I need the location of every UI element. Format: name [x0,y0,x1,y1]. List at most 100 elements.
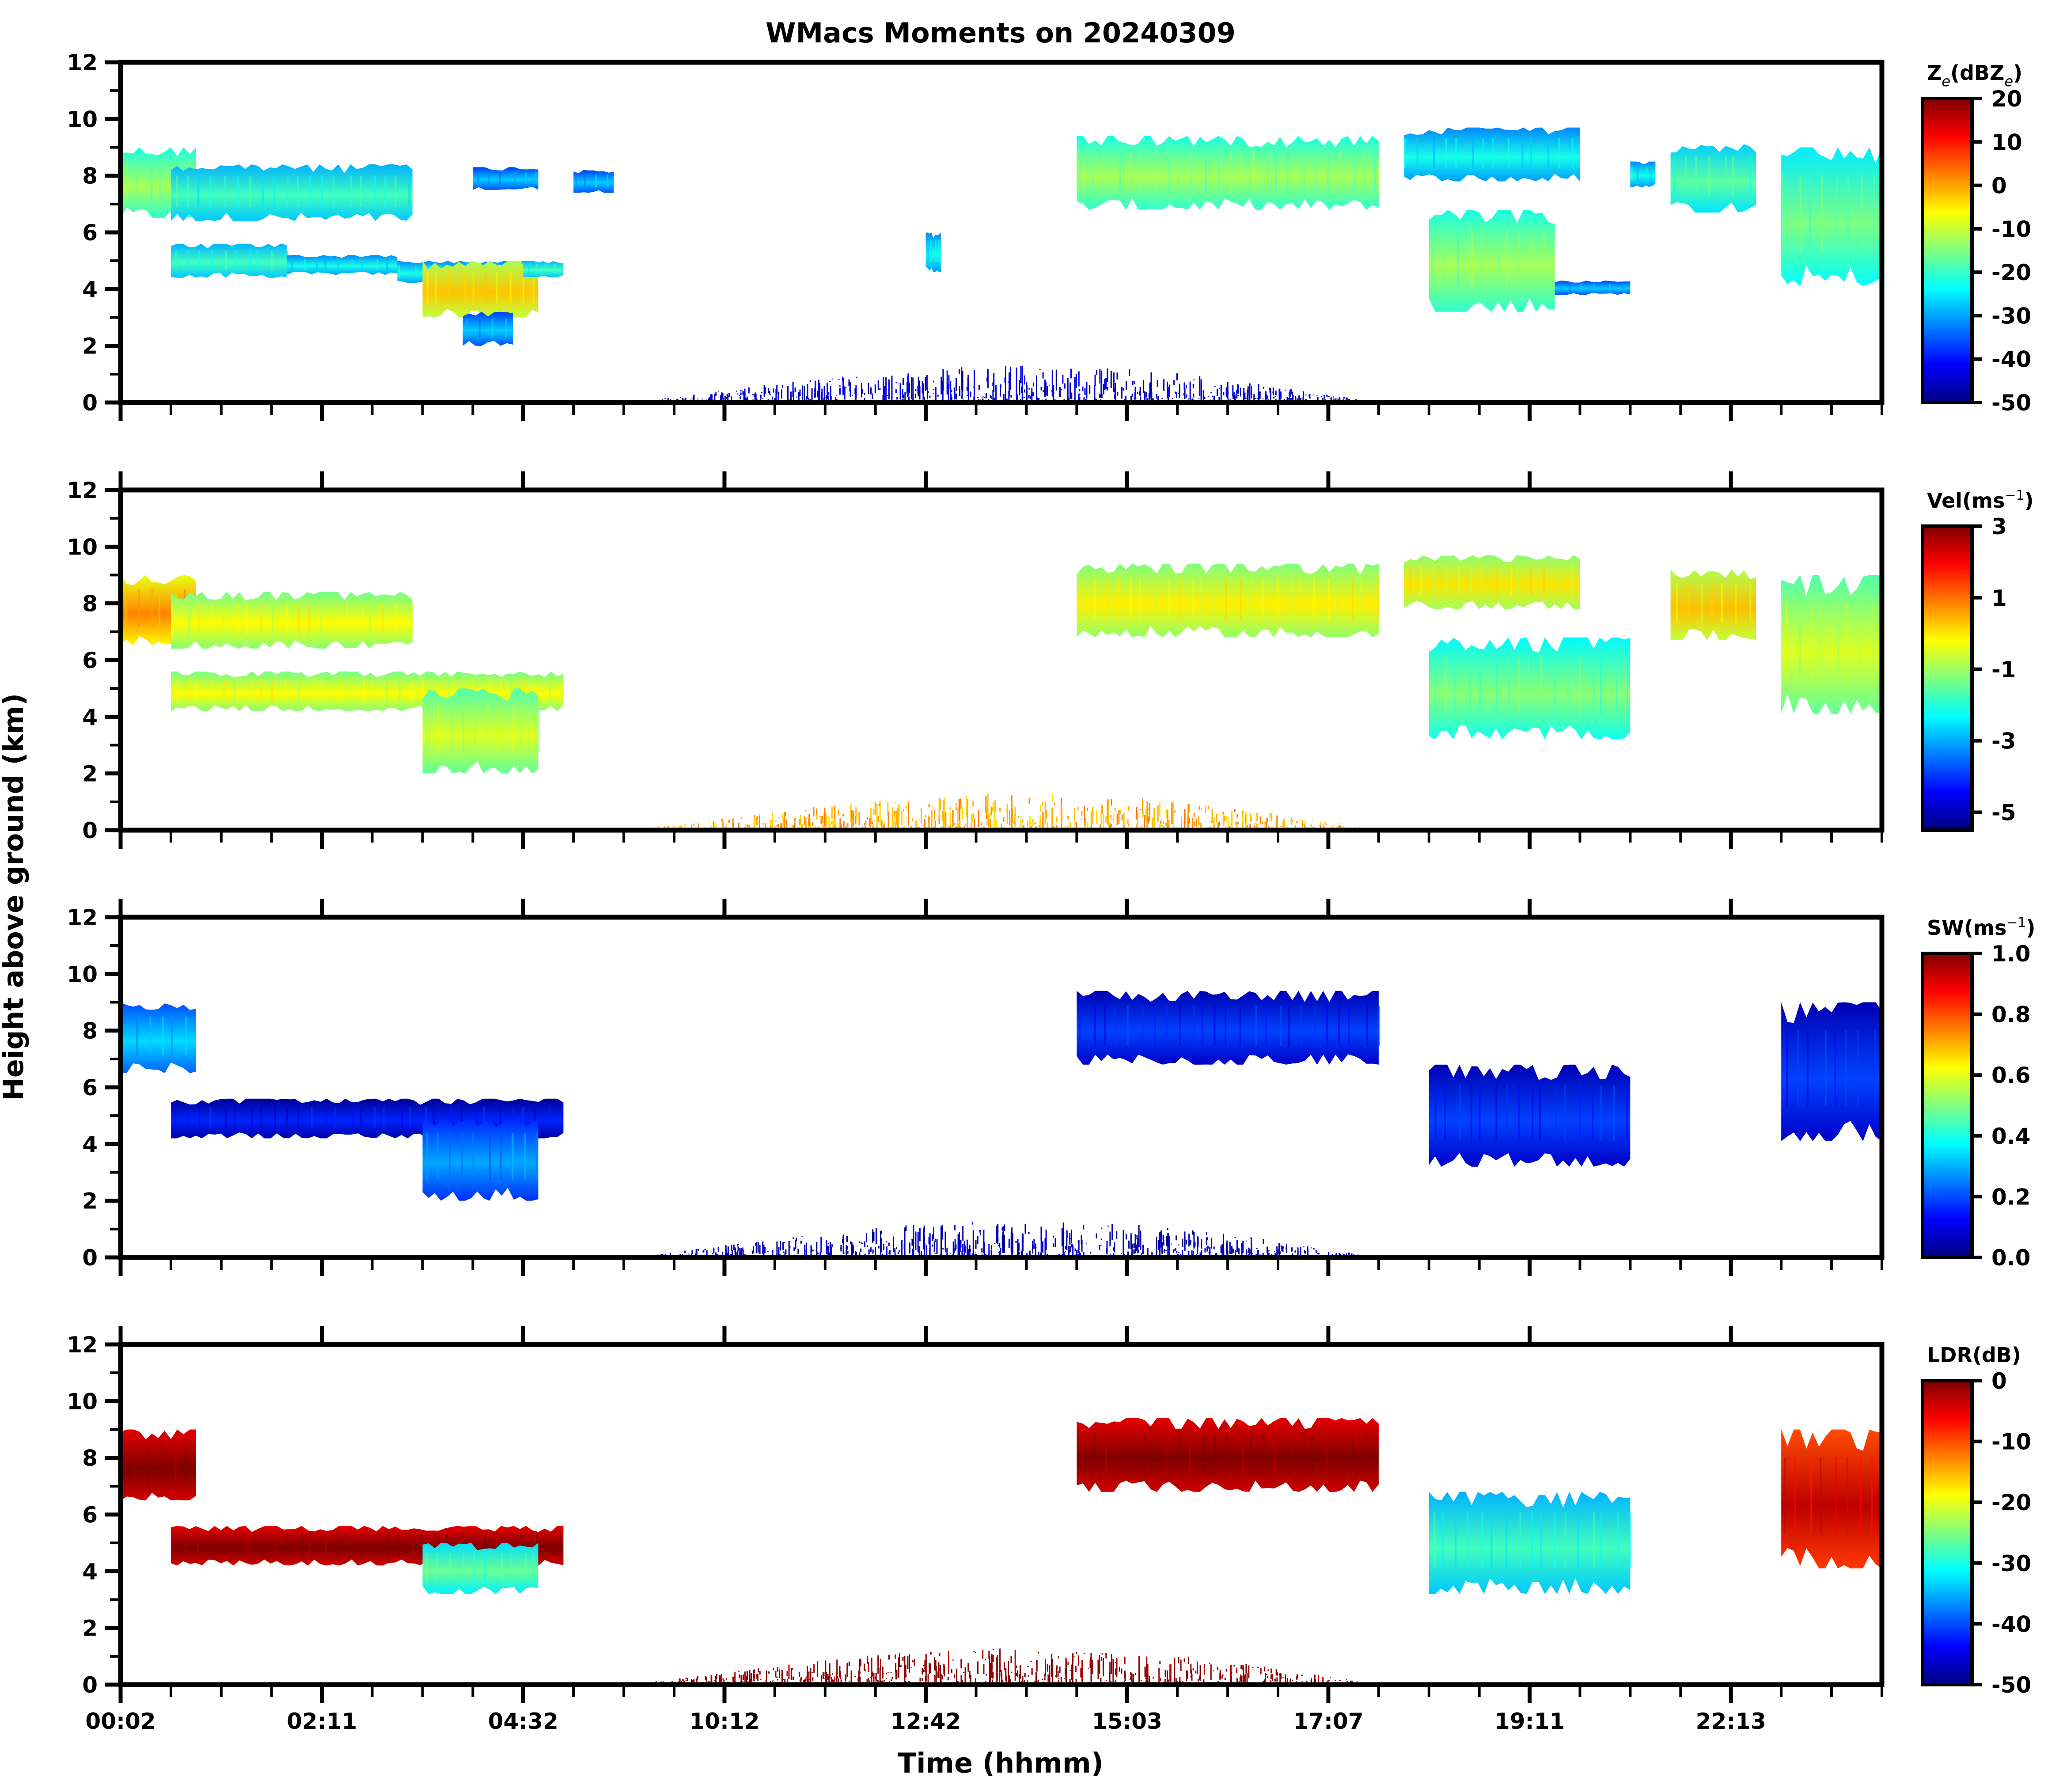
clutter-mark [744,1675,746,1682]
clutter-mark [1128,824,1130,827]
echo-streak [1377,578,1380,619]
clutter-mark [1259,391,1261,393]
clutter-mark [774,398,776,401]
echo-streak [211,251,213,270]
clutter-mark [1034,822,1036,824]
clutter-mark [1069,1233,1071,1245]
clutter-mark [1124,1656,1126,1664]
clutter-mark [745,398,747,402]
echo-streak [1433,138,1435,168]
clutter-mark [1035,826,1037,828]
clutter-mark [879,804,880,806]
clutter-mark [908,1681,910,1682]
clutter-mark [1218,387,1220,389]
clutter-mark [909,1244,910,1254]
clutter-mark [982,396,984,398]
clutter-mark [788,1664,790,1679]
clutter-mark [1078,393,1080,402]
clutter-mark [1105,1653,1107,1659]
clutter-mark [870,1247,872,1252]
clutter-mark [1309,397,1311,399]
clutter-mark [877,380,879,390]
echo-streak [398,265,400,278]
clutter-mark [1044,386,1046,397]
clutter-mark [954,823,956,825]
clutter-mark [783,1679,785,1680]
clutter-mark [815,809,817,815]
clutter-mark [732,1676,734,1682]
clutter-mark [896,810,898,825]
echo-streak [1579,1085,1581,1141]
clutter-mark [1040,1226,1042,1241]
clutter-mark [788,1241,790,1257]
clutter-mark [1020,366,1022,383]
clutter-mark [1044,1677,1046,1681]
clutter-mark [1289,1680,1291,1682]
clutter-mark [1244,1673,1246,1681]
clutter-mark [967,799,968,828]
clutter-mark [688,1253,690,1255]
clutter-mark [807,1679,808,1680]
clutter-mark [698,1249,699,1251]
clutter-mark [893,1236,894,1252]
echo-streak [408,175,410,207]
clutter-mark [771,396,773,401]
clutter-mark [990,819,991,829]
clutter-mark [954,1225,956,1230]
clutter-mark [881,1680,883,1682]
clutter-mark [722,822,724,829]
clutter-mark [1073,808,1075,821]
clutter-mark [754,817,756,829]
clutter-mark [780,824,782,828]
echo-streak [1354,151,1356,191]
clutter-mark [756,1674,758,1679]
clutter-mark [838,1678,839,1684]
clutter-mark [735,1253,737,1257]
clutter-mark [765,1680,767,1684]
clutter-mark [1271,1253,1273,1255]
clutter-mark [732,818,734,825]
clutter-mark [1147,1674,1149,1682]
clutter-mark [1162,821,1164,824]
clutter-mark [1009,809,1010,825]
clutter-mark [1067,378,1069,402]
clutter-mark [1087,822,1088,828]
clutter-mark [1280,1673,1282,1679]
clutter-mark [1276,1672,1278,1676]
echo-streak [286,1106,288,1128]
clutter-mark [1133,1674,1134,1681]
clutter-mark [907,1656,909,1669]
clutter-mark [1156,394,1157,398]
echo-streak [1479,657,1481,714]
echo-region [1781,1429,1882,1568]
clutter-mark [1198,816,1199,825]
clutter-mark [1046,809,1048,819]
echo-streak [488,171,490,184]
clutter-mark [676,399,678,400]
clutter-mark [1210,1664,1212,1680]
clutter-mark [683,1679,685,1681]
clutter-mark [1153,808,1155,828]
clutter-mark [1063,1252,1065,1257]
clutter-mark [1235,1250,1236,1256]
clutter-mark [851,1249,853,1256]
clutter-mark [1192,1230,1194,1235]
clutter-mark [669,1253,671,1256]
clutter-mark [875,1677,876,1679]
clutter-mark [822,826,823,827]
clutter-mark [925,1254,927,1255]
clutter-mark [716,825,717,829]
clutter-mark [1085,818,1087,821]
echo-streak [426,1132,428,1180]
clutter-mark [880,1230,882,1234]
clutter-mark [1235,822,1237,825]
clutter-mark [1356,1681,1358,1683]
clutter-mark [1195,813,1196,814]
clutter-mark [1251,386,1252,399]
clutter-mark [925,815,926,817]
clutter-mark [963,1241,965,1256]
clutter-mark [872,825,874,828]
echo-streak [1404,138,1406,168]
clutter-mark [990,1250,992,1256]
clutter-mark [691,1250,693,1254]
